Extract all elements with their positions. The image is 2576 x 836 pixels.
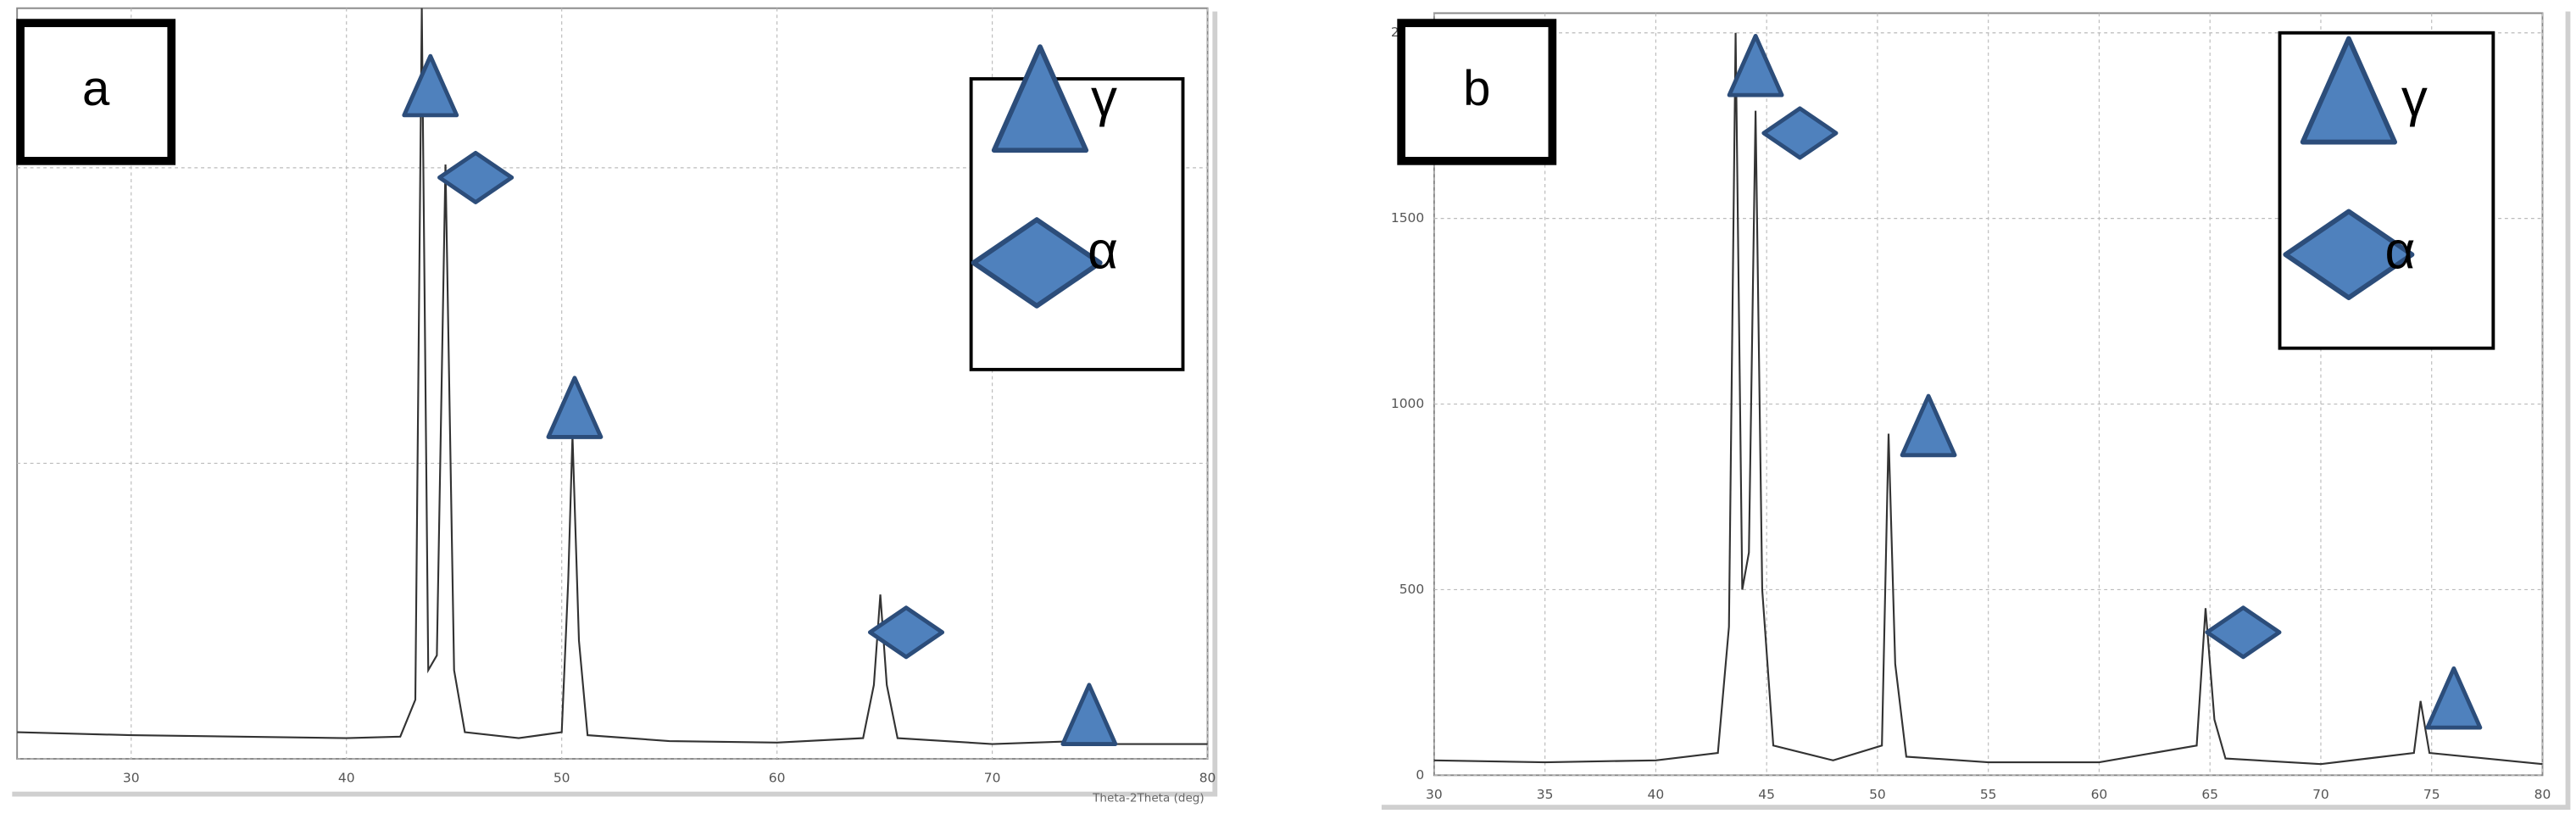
y-tick-label: 1000 [1391,396,1424,411]
x-tick-label: 60 [2091,787,2108,802]
panel-label: b [1463,61,1490,116]
x-tick-label: 30 [1426,787,1443,802]
legend-label: α [2385,222,2416,281]
phase-marker [546,376,604,439]
x-tick-label: 70 [984,771,1001,786]
phase-marker [867,605,945,660]
phase-marker [1060,683,1118,746]
x-tick-label: 75 [2423,787,2440,802]
x-tick-label: 35 [1537,787,1554,802]
x-tick-label: 80 [2534,787,2551,802]
legend-label: α [1088,222,1118,281]
phase-marker [2205,605,2282,660]
phase-marker [1761,106,1839,160]
x-tick-label: 80 [1199,771,1216,786]
panel-label: a [82,61,110,116]
phase-marker [2425,666,2483,730]
x-tick-label: 70 [2312,787,2329,802]
legend-marker [2283,209,2415,301]
phase-marker [1900,393,1957,458]
legend-label: γ [1091,69,1117,127]
legend-label: γ [2401,69,2428,127]
x-tick-label: 40 [1648,787,1665,802]
phase-marker [402,53,459,118]
x-tick-label: 65 [2201,787,2218,802]
phase-marker [1727,33,1784,98]
legend-box [2278,31,2495,350]
legend-box [969,77,1185,371]
x-axis-label: Theta-2Theta (deg) [1092,791,1205,805]
panel-label-box [16,19,176,165]
x-tick-label: 40 [338,771,355,786]
xrd-pattern [1433,32,2543,766]
x-tick-label: 55 [1980,787,1997,802]
legend-marker [2300,36,2398,145]
panel-label-box [1397,19,1557,165]
x-tick-label: 45 [1758,787,1775,802]
y-tick-label: 1500 [1391,210,1424,226]
legend-marker [991,44,1089,153]
x-tick-label: 50 [554,771,570,786]
x-tick-label: 50 [1869,787,1886,802]
xrd-pattern [17,8,1208,745]
x-tick-label: 30 [123,771,140,786]
y-tick-label: 500 [1399,582,1425,597]
x-tick-label: 60 [769,771,786,786]
y-tick-label: 0 [1416,767,1424,783]
phase-marker [437,150,515,204]
legend-marker [971,217,1103,309]
